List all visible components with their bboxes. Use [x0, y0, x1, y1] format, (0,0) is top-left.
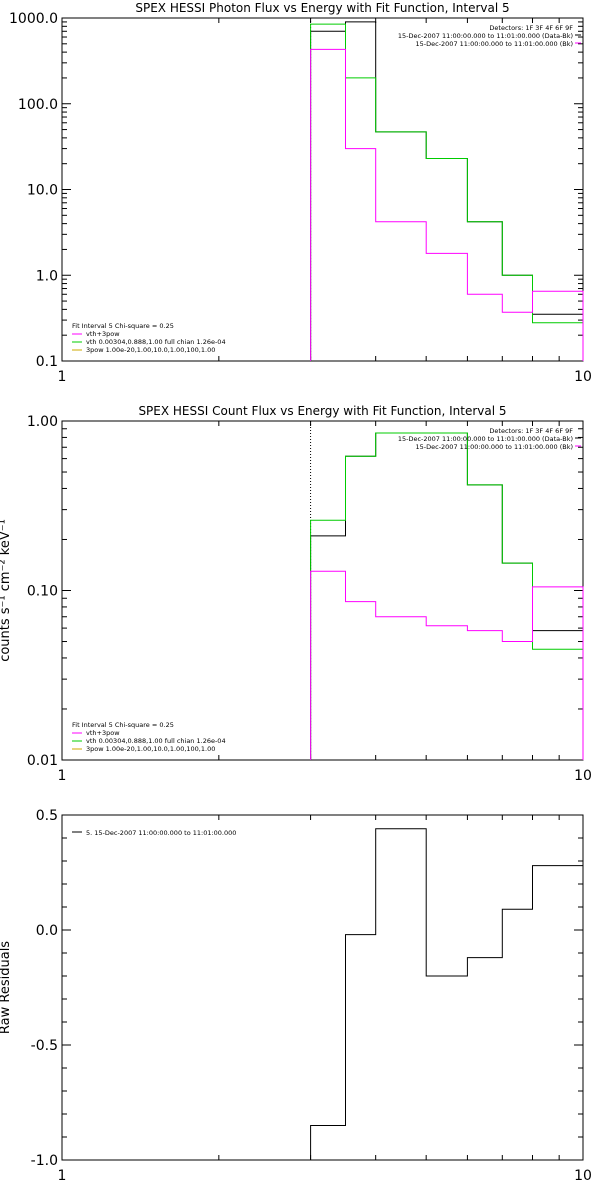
plot-frame: [61, 814, 584, 1161]
background-histogram: [310, 48, 584, 361]
x-tick-label: 10: [574, 369, 592, 385]
y-tick-label: -1.0: [31, 1153, 58, 1169]
header-info-line: 15-Dec-2007 11:00:00.000 to 11:01:00.000…: [398, 32, 573, 40]
header-info-line: 15-Dec-2007 11:00:00.000 to 11:01:00.000…: [416, 443, 574, 451]
residual-histogram: [310, 828, 583, 1160]
y-tick-label: -0.5: [31, 1038, 58, 1054]
x-tick-label: 1: [58, 768, 67, 784]
y-tick-label: 10.0: [27, 183, 58, 199]
fit-legend-line: vth 0.00304,0.888,1.00 full chian 1.26e-…: [86, 338, 226, 346]
y-tick-label: 100.0: [18, 97, 58, 113]
y-axis-label: Raw Residuals: [0, 941, 13, 1034]
residuals-panel: Raw Residuals 1 10 -1.0 -0.5 0.0 0.5 5. 15-Dec-…: [0, 808, 592, 1184]
chart-title: SPEX HESSI Photon Flux vs Energy with Fi…: [135, 1, 509, 15]
data-histogram: [310, 21, 584, 361]
residual-legend-label: 5. 15-Dec-2007 11:00:00.000 to 11:01:00.…: [86, 829, 236, 837]
y-tick-label: 0.01: [27, 753, 58, 769]
background-histogram: [310, 570, 584, 760]
y-tick-label: 1.00: [27, 414, 58, 430]
x-tick-label: 1: [58, 1168, 67, 1184]
fit-legend-line: vth+3pow: [86, 729, 120, 737]
y-tick-label: 0.5: [36, 808, 58, 824]
fit-legend-line: vth 0.00304,0.888,1.00 full chian 1.26e-…: [86, 737, 226, 745]
y-tick-label: 1.0: [36, 268, 58, 284]
header-info-line: 15-Dec-2007 11:00:00.000 to 11:01:00.000…: [398, 435, 573, 443]
fit-histogram: [310, 23, 584, 361]
plot-frame: [61, 17, 584, 362]
fit-legend-line: Fit Interval 5 Chi-square = 0.25: [72, 322, 174, 330]
y-axis-label: counts s⁻¹ cm⁻² keV⁻¹: [0, 519, 13, 662]
chart-title: SPEX HESSI Count Flux vs Energy with Fit…: [138, 404, 506, 418]
header-info-line: 15-Dec-2007 11:00:00.000 to 11:01:00.000…: [416, 40, 574, 48]
photon-flux-panel: SPEX HESSI Photon Flux vs Energy with Fi…: [9, 1, 592, 385]
fit-legend-line: vth+3pow: [86, 330, 120, 338]
fit-legend-line: 3pow 1.00e-20,1.00,10.0,1.00,100,1.00: [86, 346, 215, 354]
y-tick-label: 1000.0: [9, 11, 58, 27]
y-tick-label: 0.10: [27, 584, 58, 600]
x-tick-label: 10: [574, 768, 592, 784]
y-tick-label: 0.1: [36, 354, 58, 370]
header-info-line: Detectors: 1F 3F 4F 6F 9F: [489, 427, 573, 435]
x-tick-label: 10: [574, 1168, 592, 1184]
fit-legend-line: 3pow 1.00e-20,1.00,10.0,1.00,100,1.00: [86, 745, 215, 753]
y-tick-label: 0.0: [36, 923, 58, 939]
x-tick-label: 1: [58, 369, 67, 385]
data-histogram: [310, 432, 584, 760]
count-flux-panel: SPEX HESSI Count Flux vs Energy with Fit…: [0, 404, 592, 784]
header-info-line: Detectors: 1F 3F 4F 6F 9F: [489, 24, 573, 32]
plot-frame: [61, 420, 584, 761]
fit-histogram: [310, 432, 584, 760]
fit-legend-line: Fit Interval 5 Chi-square = 0.25: [72, 721, 174, 729]
